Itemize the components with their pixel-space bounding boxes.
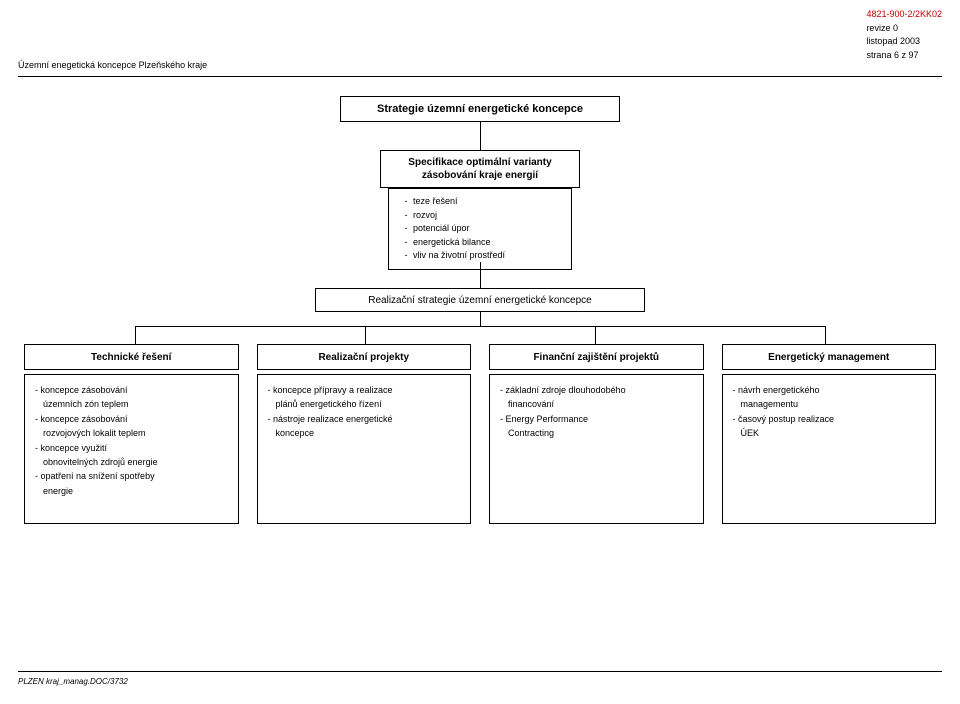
column-line: energie (35, 484, 228, 498)
column-line: územních zón teplem (35, 397, 228, 411)
connector (595, 326, 596, 344)
spec-item: -vliv na životní prostředí (399, 249, 561, 263)
doc-date: listopad 2003 (866, 35, 942, 49)
realization-node: Realizační strategie územní energetické … (315, 288, 645, 312)
connector-bus (135, 326, 825, 327)
column: Realizační projekty - koncepce přípravy a… (257, 344, 472, 524)
column-body: - základní zdroje dlouhodobéhofinancován… (489, 374, 704, 524)
column-line: obnovitelných zdrojů energie (35, 455, 228, 469)
column: Energetický management - návrh energetick… (722, 344, 937, 524)
bullet-dash: - (399, 195, 413, 209)
bullet-dash: - (399, 209, 413, 223)
column-body: - koncepce zásobováníúzemních zón teplem… (24, 374, 239, 524)
bullet-dash: - (399, 236, 413, 250)
column-line: ÚEK (733, 426, 926, 440)
column: Technické řešení - koncepce zásobováníúze… (24, 344, 239, 524)
spec-item: -rozvoj (399, 209, 561, 223)
bullet-dash: - (399, 249, 413, 263)
connector (480, 312, 481, 326)
spec-items: -teze řešení-rozvoj-potenciál úpor-energ… (388, 188, 572, 270)
connector (480, 122, 481, 150)
spec-item-text: teze řešení (413, 195, 458, 209)
header-meta: 4821-900-2/2KK02 revize 0 listopad 2003 … (866, 8, 942, 62)
spec-item-text: energetická bilance (413, 236, 491, 250)
spec-item-text: rozvoj (413, 209, 437, 223)
spec-item: -teze řešení (399, 195, 561, 209)
column-line: - časový postup realizace (733, 412, 926, 426)
column-line: - koncepce přípravy a realizace (268, 383, 461, 397)
column-head: Energetický management (722, 344, 937, 370)
doc-page: strana 6 z 97 (866, 49, 942, 63)
footer-text: PLZEN kraj_manag.DOC/3732 (18, 677, 128, 686)
column-line: rozvojových lokalit teplem (35, 426, 228, 440)
column-line: - nástroje realizace energetické (268, 412, 461, 426)
bullet-dash: - (399, 222, 413, 236)
footer-rule (18, 671, 942, 672)
spec-item: -potenciál úpor (399, 222, 561, 236)
column-line: - opatření na snížení spotřeby (35, 469, 228, 483)
spec-item: -energetická bilance (399, 236, 561, 250)
column-line: koncepce (268, 426, 461, 440)
column-line: - koncepce zásobování (35, 383, 228, 397)
spec-item-text: vliv na životní prostředí (413, 249, 505, 263)
header-rule (18, 76, 942, 77)
connector (365, 326, 366, 344)
connector (135, 326, 136, 344)
doc-revision: revize 0 (866, 22, 942, 36)
connector (480, 262, 481, 288)
connector (825, 326, 826, 344)
column-line: financování (500, 397, 693, 411)
column-line: plánů energetického řízení (268, 397, 461, 411)
column-head: Technické řešení (24, 344, 239, 370)
column-body: - koncepce přípravy a realizaceplánů ene… (257, 374, 472, 524)
spec-title: Specifikace optimální varianty zásobován… (408, 157, 551, 181)
spec-item-text: potenciál úpor (413, 222, 470, 236)
column-line: Contracting (500, 426, 693, 440)
column-head: Realizační projekty (257, 344, 472, 370)
doc-code: 4821-900-2/2KK02 (866, 8, 942, 22)
root-title: Strategie územní energetické koncepce (377, 103, 583, 115)
column-line: - koncepce zásobování (35, 412, 228, 426)
column-line: managementu (733, 397, 926, 411)
realization-title: Realizační strategie územní energetické … (368, 295, 591, 306)
column-line: - Energy Performance (500, 412, 693, 426)
column-line: - koncepce využití (35, 441, 228, 455)
columns-row: Technické řešení - koncepce zásobováníúze… (24, 344, 936, 524)
column-line: - návrh energetického (733, 383, 926, 397)
column-head: Finanční zajištění projektů (489, 344, 704, 370)
doc-title: Územní enegetická koncepce Plzeňského kr… (18, 60, 207, 70)
column: Finanční zajištění projektů - základní zd… (489, 344, 704, 524)
root-node: Strategie územní energetické koncepce (340, 96, 620, 122)
column-line: - základní zdroje dlouhodobého (500, 383, 693, 397)
column-body: - návrh energetickéhomanagementu- časový… (722, 374, 937, 524)
spec-node: Specifikace optimální varianty zásobován… (380, 150, 580, 188)
